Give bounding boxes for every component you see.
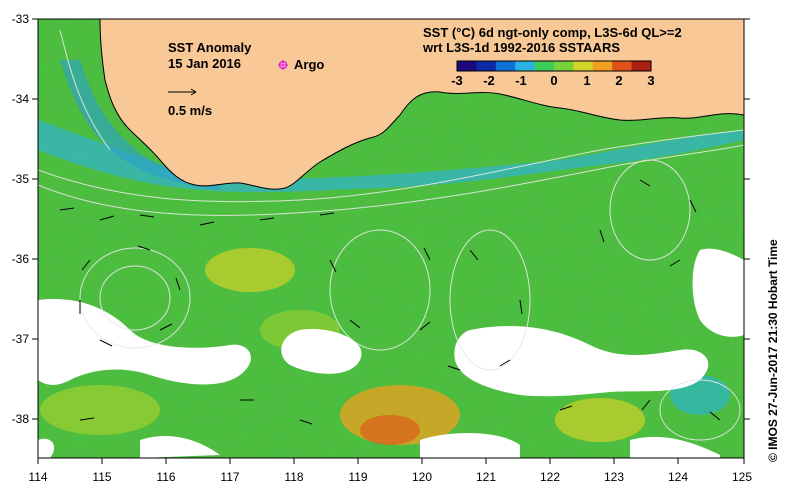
colorbar-frame — [456, 60, 652, 72]
x-tick-label: 118 — [284, 470, 303, 484]
argo-marker-icon — [278, 60, 288, 70]
colorbar-segment — [554, 61, 574, 71]
climatology-description: wrt L3S-1d 1992-2016 SSTAARS — [422, 40, 620, 55]
colorbar-tick-label: 1 — [583, 73, 590, 88]
y-tick-label: -37 — [12, 332, 30, 346]
x-tick-label: 115 — [92, 470, 111, 484]
x-tick-label: 125 — [732, 470, 752, 484]
y-tick-label: -34 — [12, 92, 30, 106]
colorbar-segment — [495, 61, 516, 71]
current-streamlines — [38, 29, 744, 441]
colorbar-segment — [612, 61, 633, 71]
y-tick-label: -33 — [12, 12, 30, 26]
imos-credit: © IMOS 27-Jun-2017 21:30 Hobart Time — [766, 239, 780, 462]
y-tick-label: -36 — [12, 252, 30, 266]
y-tick-label: -38 — [12, 412, 30, 426]
product-description: SST (°C) 6d ngt-only comp, L3S-6d QL>=2 — [423, 25, 682, 40]
argo-legend-label: Argo — [294, 57, 324, 72]
colorbar-tick-label: 2 — [615, 73, 622, 88]
velocity-scale-label: 0.5 m/s — [168, 103, 212, 118]
colorbar-segment — [457, 61, 477, 71]
colorbar-tick-label: -3 — [451, 73, 463, 88]
map-frame — [37, 18, 745, 459]
map-title: SST Anomaly — [168, 40, 252, 55]
velocity-arrows — [59, 179, 721, 425]
x-tick-label: 114 — [28, 470, 47, 484]
x-tick-label: 124 — [668, 470, 688, 484]
colorbar — [456, 60, 652, 72]
warm-anomaly-patch — [205, 248, 295, 292]
map-date: 15 Jan 2016 — [168, 56, 241, 71]
colorbar-tick-label: -2 — [483, 73, 495, 88]
colorbar-tick-label: 0 — [550, 73, 557, 88]
colorbar-tick-label: -1 — [515, 73, 527, 88]
x-tick-label: 119 — [348, 470, 367, 484]
cloud-mask-region — [38, 299, 251, 385]
x-tick-label: 117 — [220, 470, 239, 484]
x-tick-label: 116 — [156, 470, 175, 484]
colorbar-segment — [534, 61, 555, 71]
x-tick-label: 123 — [604, 470, 624, 484]
x-tick-label: 120 — [412, 470, 432, 484]
colorbar-segment — [476, 61, 497, 71]
colorbar-tick-label: 3 — [647, 73, 654, 88]
cool-anomaly-band — [38, 120, 744, 193]
velocity-scale-arrow-icon — [168, 88, 197, 96]
colorbar-segment — [592, 61, 613, 71]
y-tick-label: -35 — [12, 172, 30, 186]
x-tick-label: 122 — [540, 470, 560, 484]
colorbar-segment — [631, 61, 652, 71]
colorbar-segment — [573, 61, 594, 71]
colorbar-segment — [515, 61, 536, 71]
x-tick-label: 121 — [476, 470, 496, 484]
